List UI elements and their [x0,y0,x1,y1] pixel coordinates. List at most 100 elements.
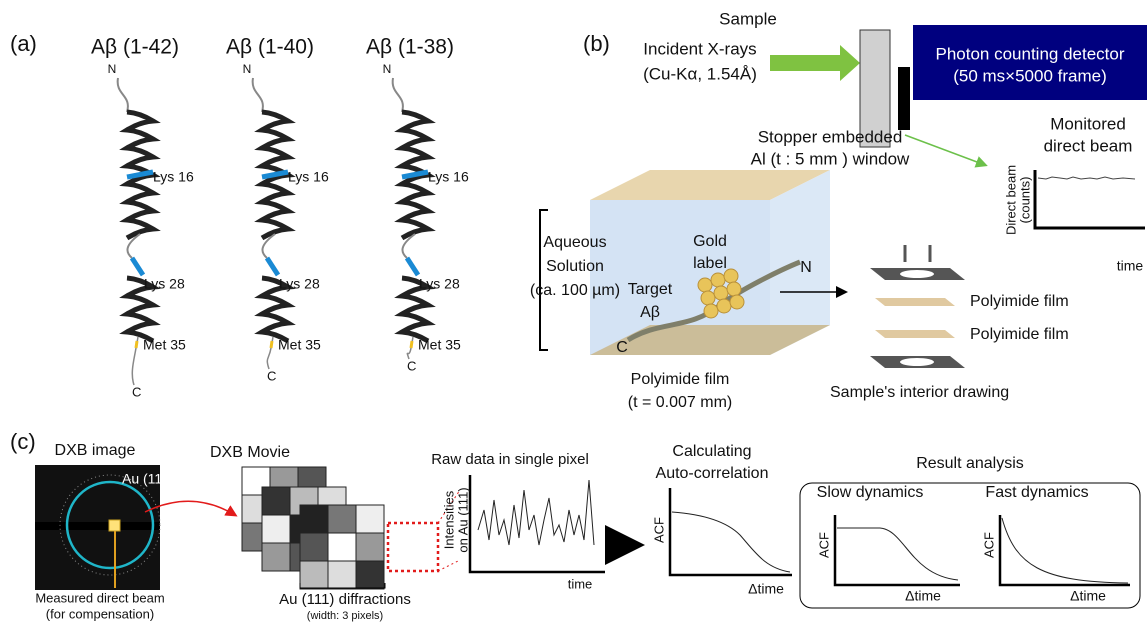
panel-label: (c) [10,429,36,454]
residue-label: Met 35 [143,337,186,353]
c-terminus: C [132,384,141,399]
lys28-mark [132,258,143,275]
label: Stopper embedded [758,127,903,146]
label: Al (t : 5 mm ) window [751,149,910,168]
label: ACF [816,532,831,558]
pixel [328,561,356,589]
label: time [568,576,593,591]
label: (50 ms×5000 frame) [953,66,1107,85]
c-terminus: C [407,358,416,373]
strand [253,78,263,112]
label: Δtime [1070,588,1106,604]
met35-mark [411,341,412,348]
exploded-view [870,245,965,368]
label: Au (111) [122,471,174,487]
label: Intensities [441,490,456,549]
pixel [300,505,328,533]
label: Sample's interior drawing [830,384,1009,401]
label: (width: 3 pixels) [307,610,383,622]
residue-label: Lys 16 [288,169,329,185]
peptide-name: Aβ (1-38) [366,36,454,59]
c-terminus: C [267,368,276,383]
peptide-name: Aβ (1-42) [91,36,179,59]
label: Calculating [672,443,751,460]
stopper [898,67,910,130]
label: Gold [693,233,727,250]
label: N [800,259,812,276]
label: DXB Movie [210,444,290,461]
label: time [1117,258,1144,274]
residue-label: Lys 28 [279,276,320,292]
residue-label: Lys 28 [419,276,460,292]
label: Photon counting detector [935,44,1124,63]
label: (counts) [1017,177,1032,224]
label: Result analysis [916,455,1024,472]
label: Direct beam [1003,165,1018,235]
label: Polyimide film [970,293,1069,310]
peptide-name: Aβ (1-40) [226,36,314,59]
residue-label: Lys 28 [144,276,185,292]
label: Solution [546,258,604,275]
n-terminus: N [383,62,392,76]
raw-trace [478,480,594,545]
label: Au (111) diffractions [279,591,411,608]
label: Slow dynamics [817,484,924,501]
label: label [693,255,727,272]
xray-arrow [770,45,860,81]
pixel [328,505,356,533]
residue-label: Met 35 [278,337,321,353]
label: (for compensation) [46,606,154,621]
pixel [300,561,328,589]
met35-mark [271,341,272,348]
selected-pixel [388,523,438,571]
panel-label: (b) [583,31,610,56]
label: Δtime [748,581,784,597]
figure: (a)Aβ (1-42)NLys 16Lys 28Met 35CAβ (1-40… [0,0,1147,625]
strand [118,78,128,112]
label: (Cu-Kα, 1.54Å) [643,64,757,83]
pixel [262,543,290,571]
pixel [300,533,328,561]
pixel [262,487,290,515]
label: C [616,339,628,356]
bracket [540,210,548,350]
residue-label: Lys 16 [153,169,194,185]
pixel [356,505,384,533]
label: Polyimide film [970,326,1069,343]
n-terminus: N [243,62,252,76]
residue-label: Met 35 [418,337,461,353]
label: Fast dynamics [985,484,1088,501]
label: Measured direct beam [35,590,164,605]
panel-label: (a) [10,31,37,56]
movie-frames [242,467,384,589]
pixel [356,561,384,589]
pixel [262,515,290,543]
label: ACF [651,517,666,543]
label: Auto-correlation [656,465,769,482]
label: Target [628,281,673,298]
label: Aβ [640,304,660,321]
label: Raw data in single pixel [431,451,589,468]
n-terminus: N [108,62,117,76]
label: ACF [981,532,996,558]
label: Aqueous [543,234,606,251]
label: Sample [719,9,777,28]
label: Monitored [1050,114,1126,133]
lys28-mark [407,258,418,275]
label: Polyimide film [631,371,730,388]
met35-mark [136,341,137,348]
label: on Au (111) [455,487,470,552]
lys28-mark [267,258,278,275]
pixel [356,533,384,561]
residue-label: Lys 16 [428,169,469,185]
label: direct beam [1044,136,1133,155]
monitor-arrow [905,135,985,165]
strand [393,78,403,112]
label: DXB image [55,442,136,459]
label: (t = 0.007 mm) [628,394,732,411]
label: Δtime [905,588,941,604]
label: (ca. 100 µm) [530,282,620,299]
pixel [328,533,356,561]
monitor-trace [1038,177,1135,179]
label: Incident X-rays [643,39,756,58]
